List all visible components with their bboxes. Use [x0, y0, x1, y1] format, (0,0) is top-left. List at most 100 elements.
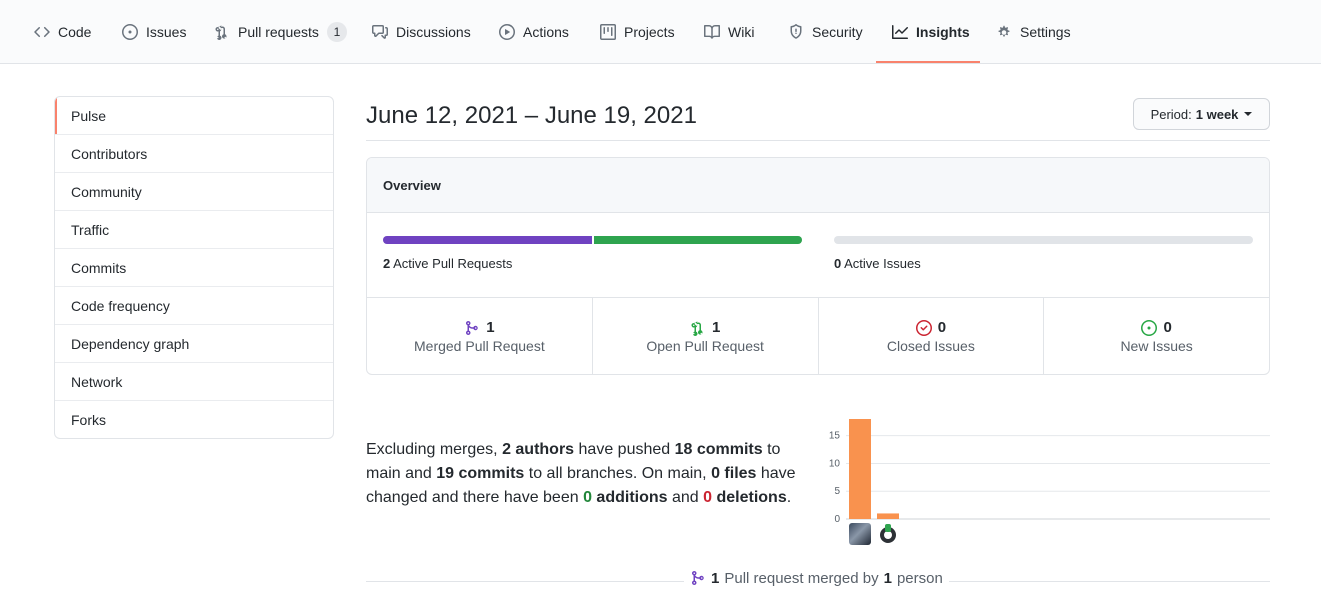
- sidebar-item-contributors[interactable]: Contributors: [55, 135, 333, 173]
- graph-icon: [892, 25, 908, 39]
- sidebar-item-code-frequency[interactable]: Code frequency: [55, 287, 333, 325]
- stat-closed-issues[interactable]: 0 Closed Issues: [819, 298, 1045, 374]
- authors-count: 2 authors: [502, 441, 575, 458]
- play-icon: [499, 24, 515, 40]
- tab-issues[interactable]: Issues: [122, 0, 186, 64]
- sidebar-item-label: Pulse: [71, 107, 107, 124]
- segment-gap: [591, 236, 594, 244]
- tab-security[interactable]: Security: [788, 0, 863, 64]
- header-divider: [366, 140, 1270, 141]
- overview-stats: 1 Merged Pull Request 1 Open Pull Reques…: [367, 297, 1269, 374]
- y-tick-label: 0: [834, 514, 840, 525]
- tab-settings-label: Settings: [1020, 24, 1071, 40]
- sidebar-item-label: Code frequency: [71, 297, 170, 314]
- caret-down-icon: [1244, 112, 1253, 116]
- period-value: 1 week: [1195, 106, 1239, 122]
- new-label: New Issues: [1120, 338, 1193, 354]
- sidebar-item-label: Dependency graph: [71, 335, 190, 352]
- active-pull-requests-count: 2: [383, 256, 391, 271]
- issues-bar[interactable]: [834, 236, 1253, 244]
- gear-icon: [998, 25, 1010, 37]
- tab-discussions-label: Discussions: [396, 24, 471, 40]
- pull-requests-counter: 1: [326, 22, 347, 42]
- merged-by-people-count: 1: [883, 569, 892, 587]
- commits-main-count: 18 commits: [674, 441, 763, 458]
- tab-discussions[interactable]: Discussions: [372, 0, 471, 64]
- git-pull-request-icon: [691, 320, 703, 336]
- tab-security-label: Security: [812, 24, 863, 40]
- footer-text: person: [896, 569, 943, 587]
- tab-actions[interactable]: Actions: [499, 0, 569, 64]
- code-icon: [34, 26, 50, 38]
- y-tick-label: 15: [829, 431, 841, 442]
- tab-wiki[interactable]: Wiki: [704, 0, 754, 64]
- active-issues-label: Active Issues: [844, 256, 921, 271]
- active-pull-requests-label: Active Pull Requests: [393, 256, 513, 271]
- sidebar-item-forks[interactable]: Forks: [55, 401, 333, 438]
- tab-issues-label: Issues: [146, 24, 187, 40]
- tab-insights[interactable]: Insights: [892, 0, 970, 64]
- sidebar-item-label: Traffic: [71, 221, 110, 238]
- sidebar-item-label: Commits: [71, 259, 127, 276]
- tab-pull-requests[interactable]: Pull requests 1: [214, 0, 347, 64]
- sidebar-item-pulse[interactable]: Pulse: [55, 97, 333, 135]
- period-select-button[interactable]: Period: 1 week: [1133, 98, 1270, 130]
- sidebar-item-label: Network: [71, 373, 123, 390]
- sidebar-item-traffic[interactable]: Traffic: [55, 211, 333, 249]
- commits-bar-chart: 0 5 10 15: [829, 419, 1270, 525]
- commit-summary: Excluding merges, 2 authors have pushed …: [366, 438, 816, 510]
- project-icon: [600, 24, 616, 40]
- bot-avatar-icon: [880, 524, 896, 543]
- active-issues-link[interactable]: 0 Active Issues: [834, 256, 921, 271]
- commit-bar-author-2[interactable]: [877, 513, 899, 519]
- y-tick-label: 10: [829, 458, 841, 469]
- sidebar-item-label: Forks: [71, 412, 106, 428]
- author-avatar-2[interactable]: [877, 523, 899, 545]
- tab-pull-requests-label: Pull requests: [238, 24, 319, 40]
- merged-segment: [383, 236, 592, 244]
- sidebar-item-commits[interactable]: Commits: [55, 249, 333, 287]
- open-segment: [593, 236, 802, 244]
- tab-code[interactable]: Code: [34, 0, 91, 64]
- issue-opened-icon: [1141, 319, 1158, 336]
- summary-text: to main and: [366, 441, 781, 482]
- git-merge-icon: [692, 570, 704, 586]
- pull-requests-bar[interactable]: [383, 236, 802, 244]
- overview-title: Overview: [383, 177, 441, 193]
- deletions-word: deletions: [712, 489, 787, 506]
- insights-sidebar: Pulse Contributors Community Traffic Com…: [54, 96, 334, 439]
- tab-wiki-label: Wiki: [728, 24, 755, 40]
- author-avatar-1[interactable]: [849, 523, 871, 545]
- files-changed-count: 0 files: [711, 465, 757, 482]
- stat-new-issues[interactable]: 0 New Issues: [1044, 298, 1269, 374]
- shield-icon: [790, 24, 802, 39]
- sidebar-item-label: Contributors: [71, 145, 148, 162]
- overview-box: Overview 2 Active Pull Requests 0 Active…: [366, 157, 1270, 375]
- tab-projects-label: Projects: [624, 24, 675, 40]
- book-icon: [704, 24, 720, 39]
- comment-discussion-icon: [372, 25, 388, 39]
- active-issues-count: 0: [834, 256, 842, 271]
- overview-header: Overview: [367, 158, 1269, 213]
- summary-text: and: [667, 489, 704, 506]
- merged-pr-summary: 1 Pull request merged by 1 person: [684, 568, 949, 588]
- merged-pr-count: 1: [711, 569, 720, 587]
- issue-closed-icon: [915, 319, 932, 336]
- git-pull-request-icon: [215, 24, 227, 40]
- tab-projects[interactable]: Projects: [600, 0, 675, 64]
- tab-settings[interactable]: Settings: [996, 0, 1071, 64]
- summary-text: have pushed: [574, 441, 675, 458]
- sidebar-item-community[interactable]: Community: [55, 173, 333, 211]
- additions-count: 0: [583, 489, 592, 506]
- summary-text: .: [786, 489, 792, 506]
- summary-text: to all branches. On main,: [524, 465, 712, 482]
- open-label: Open Pull Request: [646, 338, 764, 354]
- stat-merged-pull-requests[interactable]: 1 Merged Pull Request: [367, 298, 593, 374]
- footer-text: Pull request merged by: [724, 569, 879, 587]
- sidebar-item-dependency-graph[interactable]: Dependency graph: [55, 325, 333, 363]
- commit-bar-author-1[interactable]: [849, 419, 871, 519]
- sidebar-item-network[interactable]: Network: [55, 363, 333, 401]
- summary-text: have changed and there have been: [366, 465, 796, 506]
- active-pull-requests-link[interactable]: 2 Active Pull Requests: [383, 256, 512, 271]
- stat-open-pull-requests[interactable]: 1 Open Pull Request: [593, 298, 819, 374]
